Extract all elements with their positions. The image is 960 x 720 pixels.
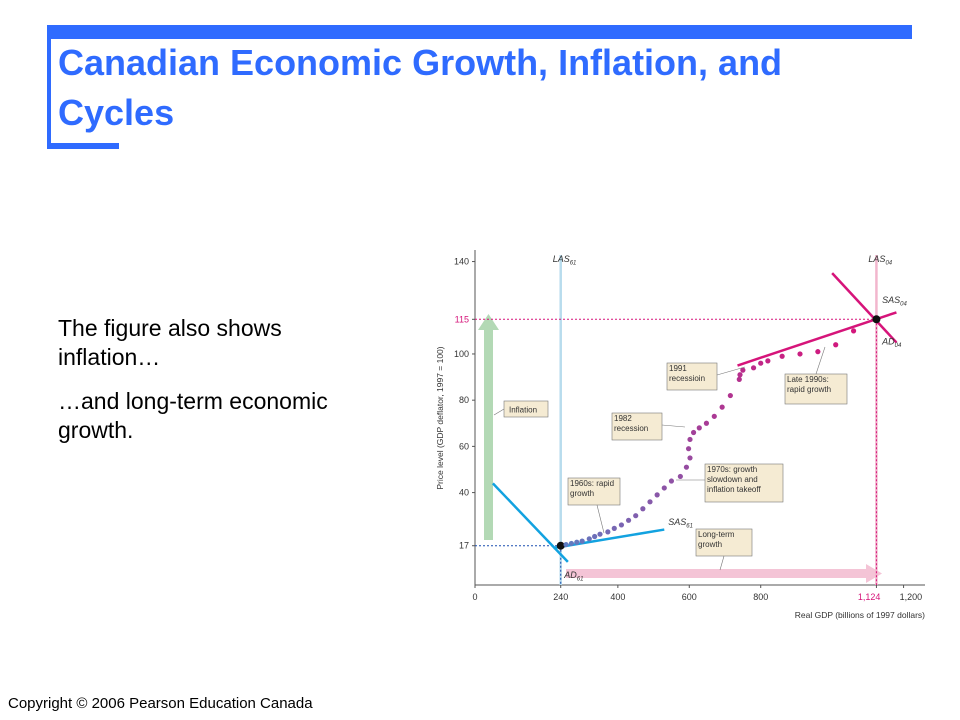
data-point	[654, 492, 660, 498]
ad04-curve	[831, 272, 898, 344]
data-point	[661, 485, 667, 491]
data-point	[687, 455, 693, 461]
data-point	[833, 342, 839, 348]
copyright-footer: Copyright © 2006 Pearson Education Canad…	[8, 695, 313, 712]
x-tick-label: 1,200	[900, 592, 923, 602]
data-point	[647, 499, 653, 505]
data-point	[687, 436, 693, 443]
long-term-growth-arrow	[566, 564, 882, 583]
data-point	[750, 365, 757, 371]
y-axis-label: Price level (GDP deflator, 1997 = 100)	[435, 346, 445, 489]
data-point	[797, 351, 803, 357]
data-point	[618, 522, 625, 528]
x-tick-label: 240	[553, 592, 568, 602]
data-point	[556, 541, 565, 550]
sas61-label: SAS61	[668, 517, 693, 530]
data-point	[685, 446, 692, 452]
x-axis-label: Real GDP (billions of 1997 dollars)	[795, 610, 925, 620]
sas04-curve	[737, 311, 897, 367]
ad61-curve	[491, 482, 569, 563]
x-tick-label: 1,124	[858, 592, 881, 602]
title-accent-bar	[47, 25, 912, 39]
data-point	[633, 513, 639, 519]
data-point	[872, 315, 881, 324]
data-point	[696, 425, 702, 431]
data-point	[640, 506, 646, 512]
data-point	[568, 540, 575, 547]
data-point	[711, 413, 717, 419]
title-side-bar	[47, 25, 51, 149]
data-point	[605, 529, 611, 535]
data-point	[758, 360, 764, 366]
inflation-arrow	[478, 314, 499, 540]
data-point	[727, 392, 733, 399]
data-point	[850, 328, 857, 334]
y-tick-label: 100	[454, 349, 469, 359]
x-tick-label: 800	[753, 592, 768, 602]
data-point	[815, 349, 821, 355]
las04-label: LAS04	[868, 254, 892, 267]
data-point	[592, 533, 598, 540]
annotation-inflation: Inflation	[493, 400, 549, 418]
svg-text:Inflation: Inflation	[509, 406, 537, 415]
body-paragraph-inflation: The figure also shows inflation…	[58, 315, 282, 370]
data-point	[586, 536, 592, 542]
data-point	[683, 464, 690, 470]
y-tick-label: 60	[459, 441, 469, 451]
data-point	[736, 376, 742, 382]
ad61-label: AD61	[563, 570, 583, 583]
body-paragraph-growth: …and long-term economic growth.	[58, 388, 328, 443]
slide-title: Canadian Economic Growth, Inflation, and…	[58, 42, 783, 133]
data-point	[668, 478, 675, 484]
x-tick-label: 0	[472, 592, 477, 602]
y-tick-label: 140	[454, 257, 469, 267]
title-underline	[47, 143, 119, 149]
slide-body: The figure also shows inflation… …and lo…	[58, 314, 358, 460]
data-point	[677, 473, 683, 480]
sas04-label: SAS04	[882, 295, 907, 308]
ad-as-chart: LAS61 LAS04 AD61 SAS61 SAS04 AD04 17 40 60 80 100…	[435, 250, 925, 620]
annotation-1991: 1991 recessioin	[666, 362, 746, 391]
data-point	[779, 353, 785, 359]
data-point	[703, 420, 710, 426]
data-point	[574, 539, 580, 545]
data-point	[579, 538, 585, 544]
annotation-long-term-growth: Long-term growth	[695, 528, 753, 571]
data-point	[737, 372, 743, 378]
y-tick-label: 17	[459, 541, 469, 551]
annotation-1960s: 1960s: rapid growth	[567, 477, 621, 534]
y-tick-label: 115	[455, 314, 469, 324]
las61-label: LAS61	[553, 254, 577, 267]
data-point	[611, 525, 617, 531]
data-point	[563, 541, 569, 548]
data-point	[690, 429, 697, 436]
data-point	[625, 517, 632, 523]
data-point	[740, 367, 746, 373]
y-tick-label: 40	[459, 488, 469, 498]
x-tick-label: 400	[610, 592, 625, 602]
data-point	[719, 404, 725, 410]
data-point	[597, 531, 603, 537]
annotation-1970s: 1970s: growth slowdown and inflation tak…	[676, 463, 784, 503]
annotation-1982: 1982 recession	[611, 412, 686, 441]
y-tick-label: 80	[459, 395, 469, 405]
x-tick-label: 600	[682, 592, 697, 602]
ad04-label: AD04	[881, 337, 902, 350]
annotation-late-1990s: Late 1990s: rapid growth	[784, 346, 848, 405]
data-point	[765, 358, 771, 364]
